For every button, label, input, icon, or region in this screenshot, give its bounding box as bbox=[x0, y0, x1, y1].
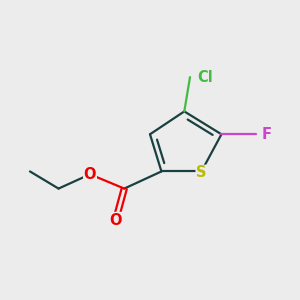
Text: F: F bbox=[262, 127, 272, 142]
Text: Cl: Cl bbox=[197, 70, 213, 85]
Text: O: O bbox=[84, 167, 96, 182]
Text: S: S bbox=[196, 165, 207, 180]
Text: O: O bbox=[110, 212, 122, 227]
